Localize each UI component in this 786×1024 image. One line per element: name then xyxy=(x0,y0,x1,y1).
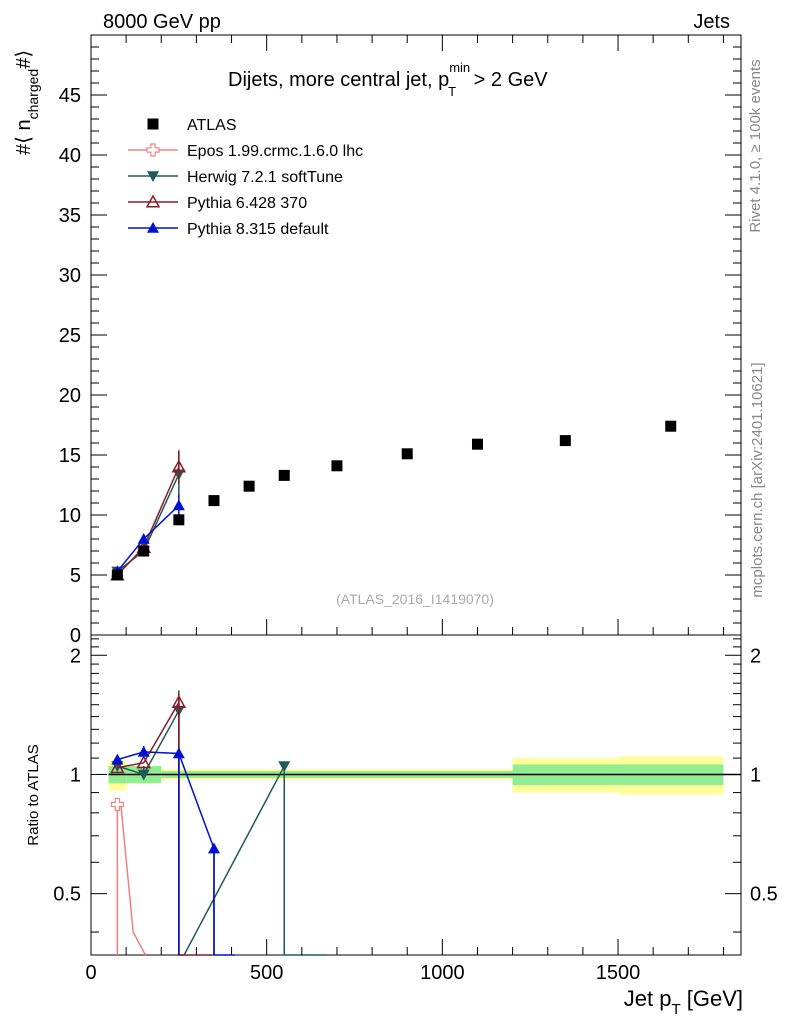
ratio-axes: 0.5 0.5 1 1 2 2 xyxy=(53,638,778,933)
x-tick-label: 0 xyxy=(85,962,96,984)
ratio-frame xyxy=(90,634,742,956)
ratio-series-line xyxy=(116,803,147,956)
data-point xyxy=(665,420,677,432)
ratio-series xyxy=(110,690,327,956)
legend: ATLAS Epos 1.99.crmc.1.6.0 lhc Herwig 7.2.… xyxy=(128,117,363,238)
y-tick-label: 30 xyxy=(59,265,81,287)
ratio-series-marker xyxy=(172,747,185,759)
ratio-tick-label-right: 2 xyxy=(750,645,761,667)
ratio-series-marker xyxy=(207,842,220,854)
data-point xyxy=(111,569,123,581)
chart-title: Dijets, more central jet, pmin T > 2 GeV xyxy=(228,60,548,99)
series-line xyxy=(116,466,180,576)
y-tick-label: 35 xyxy=(59,205,81,227)
data-point xyxy=(208,495,220,507)
header-right: Jets xyxy=(693,11,730,33)
x-axis-label: Jet pT [GeV] xyxy=(624,986,743,1018)
legend-label: Epos 1.99.crmc.1.6.0 lhc xyxy=(187,143,363,160)
legend-marker xyxy=(147,222,159,233)
ratio-tick-label: 2 xyxy=(70,645,81,667)
rivet-side-text: Rivet 4.1.0, ≥ 100k events xyxy=(747,59,764,232)
data-point xyxy=(138,545,150,557)
ratio-series-line xyxy=(117,710,327,956)
ratio-series-marker xyxy=(137,769,150,781)
x-tick-label: 1500 xyxy=(596,962,641,984)
legend-label: Pythia 6.428 370 xyxy=(187,195,307,212)
mcplots-side-text: mcplots.cern.ch [arXiv:2401.10621] xyxy=(749,362,766,597)
ratio-series-marker xyxy=(110,760,125,774)
ratio-series-marker xyxy=(171,694,187,709)
legend-label: ATLAS xyxy=(187,117,237,134)
series-marker xyxy=(171,459,187,473)
y-tick-label: 15 xyxy=(59,445,81,467)
y-tick-label: 20 xyxy=(59,385,81,407)
ratio-series-marker xyxy=(278,761,291,773)
ratio-tick-label-right: 1 xyxy=(750,764,761,786)
legend-label: Pythia 8.315 default xyxy=(187,221,329,238)
legend-marker xyxy=(146,143,160,157)
data-point xyxy=(331,460,343,472)
ratio-panel: 0.5 0.5 1 1 2 2 Ratio to ATLAS xyxy=(25,634,778,956)
ratio-y-axis-label: Ratio to ATLAS xyxy=(25,744,42,845)
y-tick-label: 5 xyxy=(70,565,81,587)
data-point xyxy=(243,480,255,492)
upper-data-points xyxy=(111,420,677,581)
upper-panel: 0 5 10 15 20 25 30 35 40 45 Dijets, more central … xyxy=(13,34,742,647)
legend-marker xyxy=(145,194,161,208)
ratio-series-marker xyxy=(136,755,151,769)
legend-marker xyxy=(147,171,159,182)
legend-label: Herwig 7.2.1 softTune xyxy=(187,169,343,186)
ratio-series-marker xyxy=(111,753,124,765)
data-point xyxy=(278,469,290,481)
y-tick-label: 10 xyxy=(59,505,81,527)
data-point xyxy=(471,438,483,450)
y-tick-label: 45 xyxy=(59,85,81,107)
ratio-series-marker xyxy=(137,745,150,757)
y-tick-label: 40 xyxy=(59,145,81,167)
data-point xyxy=(401,448,413,460)
data-point xyxy=(173,514,185,526)
y-axis-label: #⟨ ncharged#⟩ xyxy=(13,50,41,155)
ratio-tick-label: 0.5 xyxy=(53,884,81,906)
x-axis: 0 500 1000 1500 xyxy=(85,35,724,984)
y-tick-label: 0 xyxy=(70,625,81,647)
ratio-series-marker xyxy=(110,797,124,812)
header-left: 8000 GeV pp xyxy=(103,11,221,33)
x-tick-label: 500 xyxy=(250,962,283,984)
upper-axes: 0 5 10 15 20 25 30 35 40 45 xyxy=(59,46,741,647)
series-marker xyxy=(137,533,150,544)
ratio-tick-label: 1 xyxy=(70,764,81,786)
ratio-bands xyxy=(108,756,741,795)
series-marker xyxy=(172,499,185,511)
y-tick-label: 25 xyxy=(59,325,81,347)
ratio-tick-label-right: 0.5 xyxy=(750,884,778,906)
analysis-watermark: (ATLAS_2016_I1419070) xyxy=(336,591,494,607)
legend-marker xyxy=(147,118,159,130)
data-point xyxy=(559,435,571,447)
x-tick-label: 1000 xyxy=(420,962,465,984)
